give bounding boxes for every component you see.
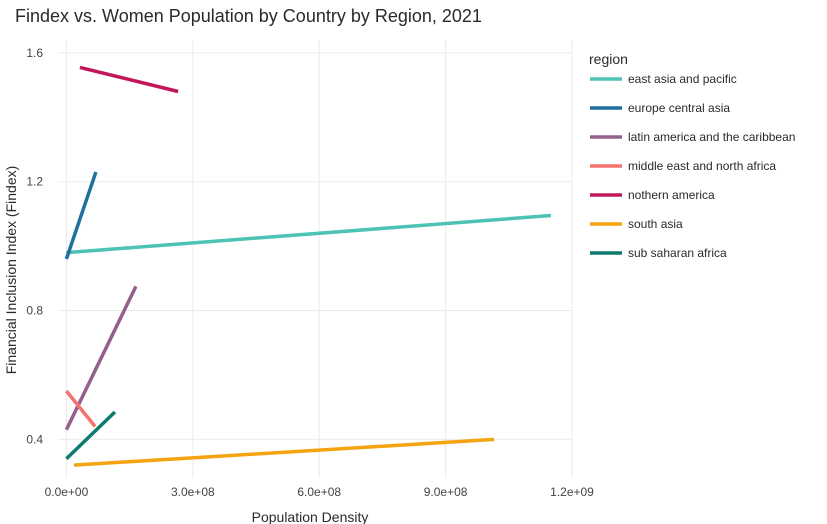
legend: region east asia and pacific europe centr… [589,51,795,260]
legend-label: latin america and the caribbean [628,130,795,144]
y-tick-labels: 0.4 0.8 1.2 1.6 [26,46,43,446]
x-tick-label: 6.0e+08 [297,485,341,499]
series-line [73,437,495,467]
legend-title: region [589,51,628,67]
y-tick-label: 1.2 [26,175,43,189]
x-tick-label: 0.0e+00 [45,485,89,499]
legend-label: middle east and north africa [628,159,776,173]
x-tick-label: 1.2e+09 [550,485,594,499]
series-line [64,171,98,260]
legend-label: nothern america [628,188,715,202]
series-line [64,285,138,431]
y-tick-label: 0.4 [26,432,43,446]
series-line [79,65,179,94]
series-lines [64,65,552,467]
x-tick-label: 3.0e+08 [171,485,215,499]
x-axis-title: Population Density [252,509,369,524]
grid-layer [58,40,573,478]
x-tick-label: 9.0e+08 [424,485,468,499]
legend-label: east asia and pacific [628,72,737,86]
series-line [65,389,97,428]
legend-label: europe central asia [628,101,730,115]
x-tick-labels: 0.0e+00 3.0e+08 6.0e+08 9.0e+08 1.2e+09 [45,485,595,499]
legend-label: south asia [628,217,683,231]
y-tick-label: 1.6 [26,46,43,60]
series-line [65,410,117,460]
y-axis-title: Financial Inclusion Index (Findex) [3,166,19,375]
series-line [66,213,552,255]
chart-title: Findex vs. Women Population by Country b… [15,6,482,26]
legend-label: sub saharan africa [628,246,727,260]
y-tick-label: 0.8 [26,304,43,318]
